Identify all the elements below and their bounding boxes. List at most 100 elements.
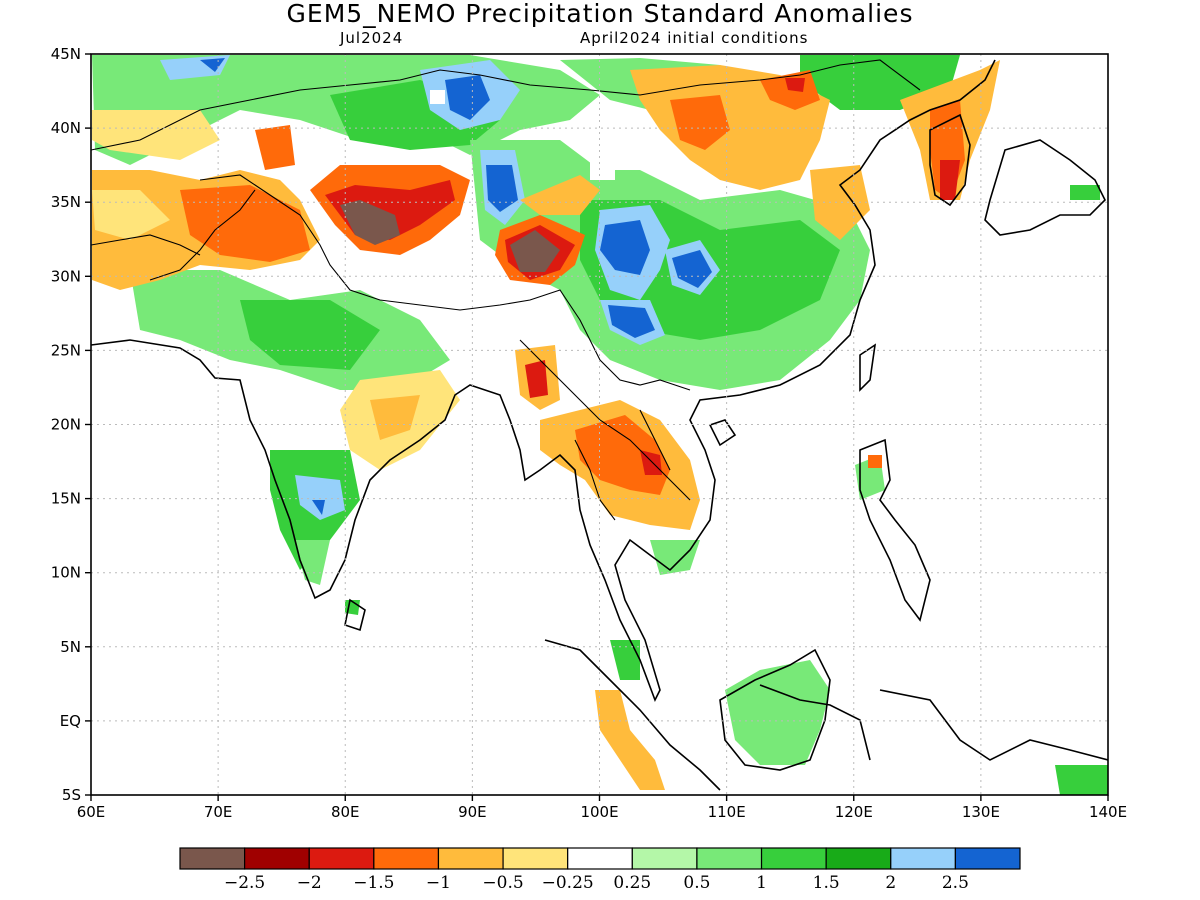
coastline-new-guinea	[879, 689, 1108, 761]
coastline-hainan	[708, 419, 737, 447]
anomaly-field	[92, 55, 1108, 795]
field-region-orange	[255, 125, 295, 170]
field-region-red	[940, 160, 960, 200]
border-northern	[91, 59, 921, 151]
colorbar-swatch	[373, 847, 440, 870]
field-region-orange	[180, 185, 310, 262]
field-region-yellow	[92, 110, 220, 160]
field-region-blue	[295, 475, 345, 520]
coastline-sulawesi	[759, 684, 871, 761]
y-tick-label: 35N	[51, 193, 81, 211]
colorbar-label: 2	[885, 873, 896, 893]
field-region-blue	[445, 75, 490, 120]
coastlines	[91, 59, 1108, 791]
colorbar-label: 0.5	[683, 873, 710, 893]
field-region-red	[525, 360, 548, 398]
field-region-orange	[868, 455, 882, 468]
field-region-blue	[600, 220, 650, 275]
y-tick-label: 10N	[51, 564, 81, 582]
border-himalaya	[199, 174, 691, 391]
y-tick-label: 15N	[51, 490, 81, 508]
y-tick-label: 30N	[51, 267, 81, 285]
field-region-green	[1070, 185, 1100, 200]
field-region-brown	[340, 200, 400, 245]
forecast-month-label: Jul2024	[340, 29, 404, 47]
border-pakistan	[149, 189, 256, 281]
field-region-green	[610, 640, 640, 680]
x-tick-label: 100E	[580, 803, 618, 821]
axes: 60E 70E 80E 90E 100E 110E 120E 130E 140E 45N 40N 35…	[51, 45, 1127, 821]
field-region-orange	[595, 690, 665, 790]
coastline-korea	[929, 113, 971, 207]
x-tick-label: 60E	[77, 803, 106, 821]
field-region-yellow	[92, 190, 170, 240]
field-region-green	[295, 540, 330, 585]
border-thailand	[574, 439, 616, 521]
coastline-philippines	[859, 438, 931, 622]
y-tick-label: EQ	[60, 712, 81, 730]
x-tick-label: 140E	[1089, 803, 1127, 821]
colorbar-label: 1	[756, 873, 767, 893]
border-laos	[639, 409, 671, 471]
field-region-orange	[370, 395, 420, 440]
border-iran	[91, 234, 201, 256]
colorbar-label: −1	[426, 873, 451, 893]
coastline-taiwan	[859, 343, 877, 392]
x-tick-label: 70E	[204, 803, 233, 821]
x-tick-label: 90E	[458, 803, 487, 821]
colorbar-swatch	[890, 847, 956, 870]
field-region-green	[240, 300, 380, 370]
map-title: GEM5_NEMO Precipitation Standard Anomali…	[286, 0, 914, 28]
coastline-sri-lanka	[344, 598, 366, 632]
field-region-green	[1055, 765, 1108, 795]
colorbar-label: −1.5	[353, 873, 394, 893]
colorbar-swatch	[502, 847, 569, 870]
colorbar-swatch	[437, 847, 504, 870]
field-region-brown	[510, 230, 560, 272]
field-region-green	[725, 660, 830, 765]
colorbar-label: 0.25	[613, 873, 651, 893]
coastline-mainland	[91, 59, 996, 702]
y-tick-label: 5N	[60, 638, 81, 656]
colorbar-swatch	[954, 847, 1021, 870]
colorbar-swatch	[567, 847, 633, 870]
colorbar-label: −0.5	[482, 873, 523, 893]
colorbar-swatch	[244, 847, 310, 870]
colorbar-swatch	[631, 847, 698, 870]
field-region-red	[785, 78, 805, 92]
field-region-white	[590, 160, 615, 180]
colorbar-swatch	[308, 847, 375, 870]
colorbar-label: −0.25	[542, 873, 594, 893]
colorbar-label: −2.5	[224, 873, 265, 893]
colorbar-swatch	[760, 847, 827, 870]
colorbar-label: −2	[297, 873, 322, 893]
x-tick-label: 80E	[331, 803, 360, 821]
coastline-borneo	[719, 648, 831, 771]
x-tick-label: 110E	[708, 803, 746, 821]
colorbar-swatch	[696, 847, 763, 870]
colorbar-label: 2.5	[942, 873, 969, 893]
field-region-blue	[312, 500, 325, 515]
field-region-blue	[672, 250, 712, 288]
field-region-white	[430, 90, 445, 104]
field-region-blue	[608, 305, 655, 338]
field-region-blue	[200, 58, 225, 72]
grid-lines	[91, 54, 1108, 795]
field-region-orange	[520, 175, 600, 215]
colorbar-swatch	[825, 847, 892, 870]
y-tick-label: 25N	[51, 341, 81, 359]
coastline-japan	[984, 139, 1106, 236]
x-tick-label: 120E	[835, 803, 873, 821]
y-tick-label: 45N	[51, 45, 81, 63]
colorbar-swatch	[179, 847, 246, 870]
borders	[91, 59, 921, 521]
x-tick-label: 130E	[962, 803, 1000, 821]
initial-conditions-label: April2024 initial conditions	[580, 29, 809, 47]
colorbar-label: 1.5	[813, 873, 840, 893]
y-tick-label: 20N	[51, 416, 81, 434]
colorbar: −2.5 −2 −1.5 −1 −0.5 −0.25 0.25 0.5 1 1.5 2 2.5	[179, 847, 1021, 893]
coastline-sumatra	[544, 639, 721, 791]
y-tick-label: 40N	[51, 119, 81, 137]
y-tick-label: 5S	[62, 786, 81, 804]
